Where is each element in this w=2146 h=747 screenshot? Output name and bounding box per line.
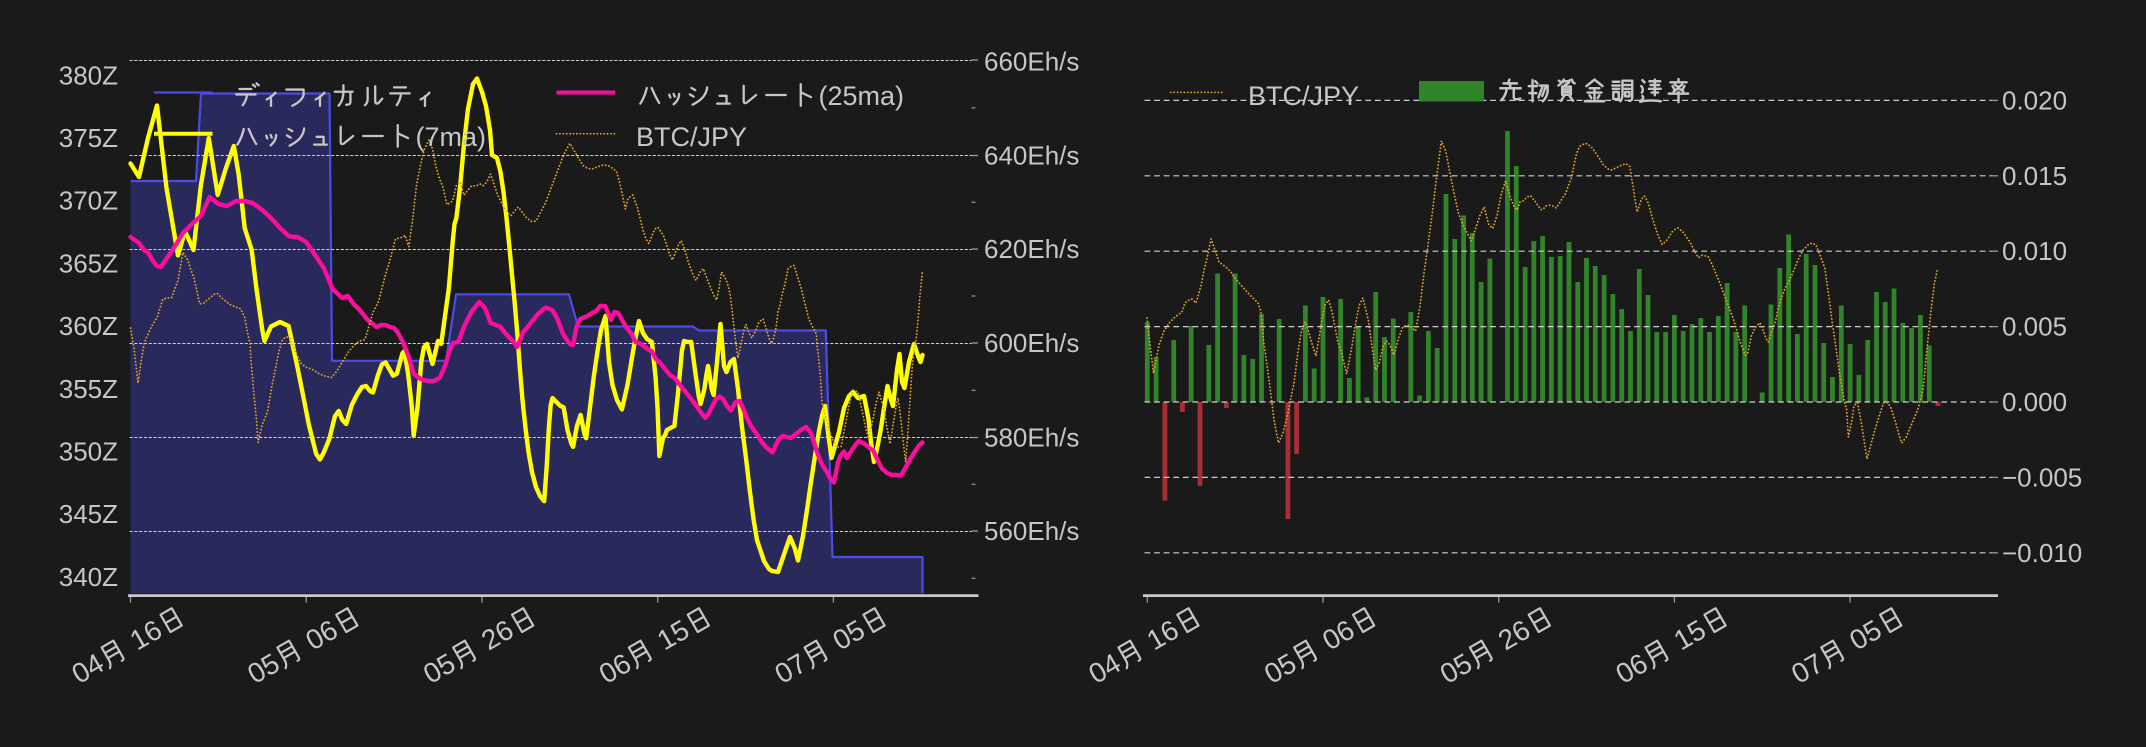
svg-text:360Z: 360Z: [59, 311, 118, 341]
svg-text:0.000: 0.000: [2002, 387, 2067, 417]
svg-text:340Z: 340Z: [59, 562, 118, 592]
svg-text:0.015: 0.015: [2002, 161, 2067, 191]
svg-text:380Z: 380Z: [59, 60, 118, 90]
svg-text:345Z: 345Z: [59, 499, 118, 529]
svg-text:350Z: 350Z: [59, 437, 118, 467]
svg-text:(25ma): (25ma): [819, 81, 905, 111]
svg-text:580Eh/s: 580Eh/s: [984, 423, 1079, 453]
svg-text:620Eh/s: 620Eh/s: [984, 234, 1079, 264]
svg-text:600Eh/s: 600Eh/s: [984, 328, 1079, 358]
svg-text:BTC/JPY: BTC/JPY: [636, 122, 747, 152]
svg-text:640Eh/s: 640Eh/s: [984, 141, 1079, 171]
svg-text:0.020: 0.020: [2002, 85, 2067, 115]
svg-text:660Eh/s: 660Eh/s: [984, 47, 1079, 77]
svg-text:375Z: 375Z: [59, 123, 118, 153]
svg-text:BTC/JPY: BTC/JPY: [1248, 81, 1359, 111]
svg-text:365Z: 365Z: [59, 248, 118, 278]
svg-text:−0.010: −0.010: [2002, 538, 2082, 568]
svg-text:0.005: 0.005: [2002, 312, 2067, 342]
svg-text:−0.005: −0.005: [2002, 462, 2082, 492]
svg-text:0.010: 0.010: [2002, 236, 2067, 266]
svg-text:560Eh/s: 560Eh/s: [984, 516, 1079, 546]
svg-text:(7ma): (7ma): [416, 122, 487, 152]
svg-text:370Z: 370Z: [59, 186, 118, 216]
svg-text:355Z: 355Z: [59, 374, 118, 404]
